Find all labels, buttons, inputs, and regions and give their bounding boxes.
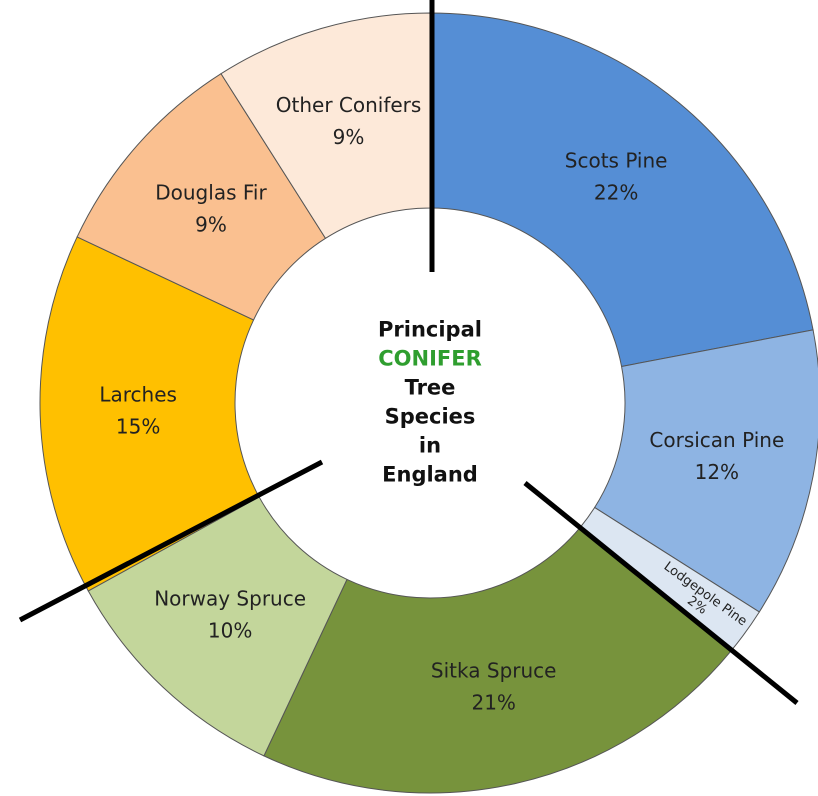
title-line: Principal	[378, 318, 482, 342]
center-title: Principal CONIFER Tree Species in England	[378, 318, 482, 487]
category-label: Sitka Spruce	[431, 658, 557, 682]
slice	[429, 12, 814, 368]
slice-label: Scots Pine 22%	[565, 149, 668, 205]
slice-label: Other Conifers 9%	[276, 93, 422, 149]
category-label: Corsican Pine	[649, 428, 784, 452]
slice-label: Douglas Fir 9%	[155, 180, 267, 236]
category-label: Larches	[99, 383, 177, 407]
title-line: CONIFER	[378, 347, 482, 371]
value-label: 15%	[116, 415, 160, 439]
slice-label: Norway Spruce 10%	[154, 586, 306, 642]
divider	[523, 481, 799, 705]
slice	[39, 236, 260, 592]
slice	[263, 526, 732, 794]
slice-label: Corsican Pine 12%	[649, 428, 784, 484]
hole	[236, 209, 624, 597]
category-label: Scots Pine	[565, 149, 668, 173]
value-label: 22%	[594, 181, 638, 205]
divider	[18, 459, 324, 623]
slice-label: Larches 15%	[99, 383, 177, 439]
slice	[593, 329, 818, 613]
category-label: Douglas Fir	[155, 180, 267, 204]
title-line: in	[419, 434, 441, 458]
category-label: Norway Spruce	[154, 586, 306, 610]
value-label: 9%	[195, 212, 227, 236]
title-line: England	[382, 463, 478, 487]
value-label: 10%	[208, 618, 252, 642]
title-line: Tree	[405, 376, 456, 400]
value-label: 21%	[471, 690, 515, 714]
category-label: Other Conifers	[276, 93, 422, 117]
slice-label: Sitka Spruce 21%	[431, 658, 557, 714]
slices	[39, 12, 818, 794]
title-line: Species	[385, 405, 476, 429]
value-label: 12%	[695, 460, 739, 484]
value-label: 9%	[333, 125, 365, 149]
